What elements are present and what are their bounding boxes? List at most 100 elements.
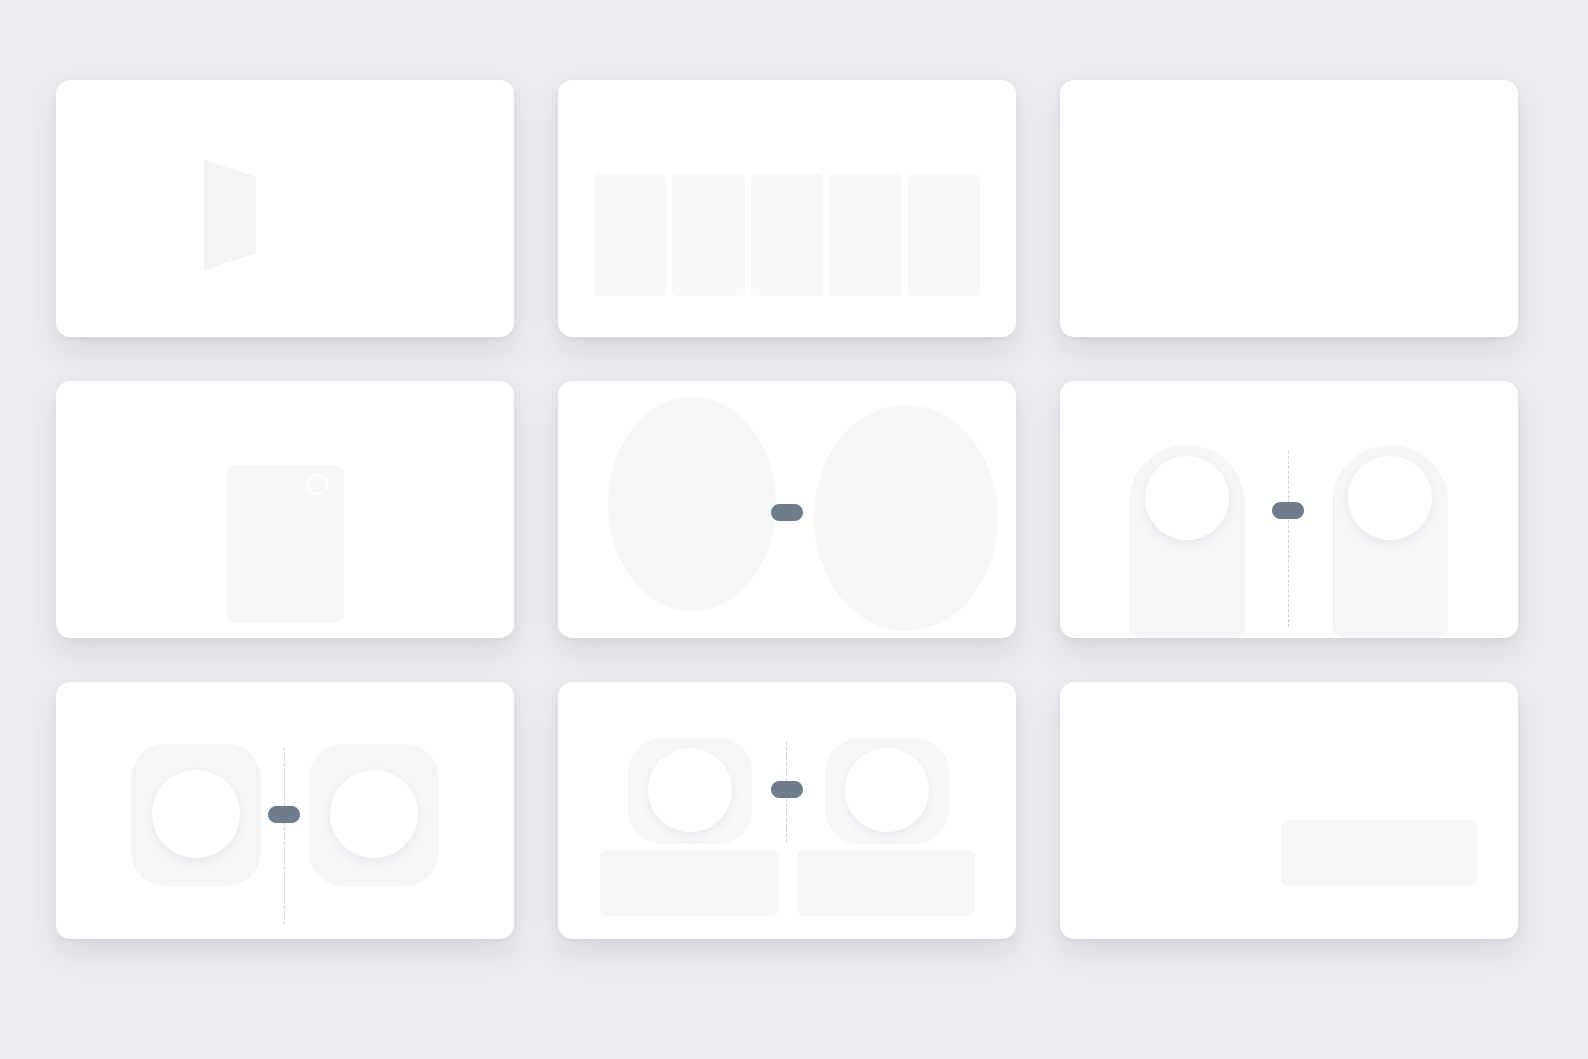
donut-center	[648, 748, 732, 832]
percent-pie-chart	[607, 187, 653, 233]
legend-dot	[100, 806, 104, 810]
arc-chart-item	[1174, 176, 1246, 245]
legend-dot	[100, 788, 104, 792]
legend-dot	[1378, 559, 1382, 563]
legend-dot	[1395, 559, 1399, 563]
percent-pie-chart	[764, 187, 810, 233]
legend-dot	[448, 797, 452, 801]
slide-7-donut-comparison	[56, 682, 514, 939]
number-badge	[173, 474, 194, 495]
stage-pill	[246, 225, 298, 242]
legend-item	[1395, 566, 1402, 570]
badged-pie-item	[360, 465, 478, 623]
info-card	[1281, 820, 1477, 886]
legend-item	[448, 788, 455, 792]
legend	[1378, 559, 1402, 570]
percent-arc-chart	[1420, 176, 1472, 228]
info-text	[610, 859, 702, 907]
slide-2-percent-pies	[558, 80, 1016, 337]
percent-card	[594, 174, 667, 296]
arc-chart-item	[1331, 176, 1403, 245]
percent-card	[672, 174, 745, 296]
slide-3-arc-charts	[1060, 80, 1518, 337]
legend-dot	[1378, 566, 1382, 570]
percent-card	[829, 174, 902, 296]
arc-chart-item	[1410, 176, 1482, 245]
dashed-divider	[284, 748, 285, 924]
donut-chart-2	[1348, 456, 1432, 540]
vs-badge	[1272, 502, 1304, 519]
legend-item	[1395, 559, 1402, 563]
legend-dot	[448, 815, 452, 819]
legend-item	[448, 797, 455, 801]
legend-item	[1378, 559, 1385, 563]
decorative-blob	[608, 397, 776, 611]
legend-dot	[448, 806, 452, 810]
comparison-right-text	[288, 890, 460, 893]
project-panel-2	[1332, 445, 1448, 638]
percent-pie-chart	[842, 187, 888, 233]
dashed-divider	[1288, 451, 1289, 627]
percent-pie-chart	[686, 187, 732, 233]
pie-wrap	[249, 474, 328, 551]
percent-arc-chart	[1263, 176, 1315, 228]
stage-list	[246, 162, 298, 263]
percent-card	[907, 174, 981, 296]
arc-chart-item	[1253, 176, 1325, 245]
donut-center	[152, 770, 240, 858]
legend-item	[448, 815, 455, 819]
pie-stage-connector	[204, 160, 256, 270]
legend	[448, 788, 455, 819]
legend-dot	[1395, 566, 1399, 570]
slide-1-pie-stages	[56, 80, 514, 337]
comparison-left-text	[110, 890, 282, 893]
donut-center	[330, 770, 418, 858]
number-badge	[441, 474, 462, 495]
donut-chart-1	[1145, 456, 1229, 540]
badged-pie-item-highlight	[226, 465, 344, 623]
donut-chart-2	[330, 770, 418, 858]
percent-card-row	[594, 174, 981, 296]
legend	[100, 788, 107, 819]
slide-9-pie-summary	[1060, 682, 1518, 939]
legend-dot	[1175, 566, 1179, 570]
stage-pill	[246, 246, 298, 263]
percent-card	[750, 174, 824, 296]
comparison-left	[594, 451, 784, 575]
right-pie-chart	[845, 451, 957, 563]
legend-item	[100, 797, 107, 801]
legend-item	[448, 806, 455, 810]
vs-badge	[771, 504, 803, 521]
comparison-right	[806, 451, 996, 575]
stage-pie-chart	[94, 142, 228, 276]
legend-dot	[100, 815, 104, 819]
left-pie-chart	[633, 451, 745, 563]
percent-pie-chart	[921, 187, 967, 233]
stage-pill	[246, 162, 298, 179]
info-text	[1291, 829, 1383, 877]
stage-pill	[246, 204, 298, 221]
donut-center	[1145, 456, 1229, 540]
slide-8-donut-bars	[558, 682, 1016, 939]
arc-chart-item	[1096, 176, 1168, 245]
slide-4-badged-pies	[56, 381, 514, 638]
vs-badge	[771, 781, 803, 798]
legend-dot	[100, 797, 104, 801]
stage-pill	[246, 183, 298, 200]
legend-dot	[1192, 559, 1196, 563]
legend-item	[1378, 566, 1385, 570]
percent-arc-chart	[1106, 176, 1158, 228]
donut-chart-1	[648, 748, 732, 832]
percent-arc-chart	[1185, 176, 1237, 228]
legend-item	[1175, 566, 1182, 570]
donut-center	[1348, 456, 1432, 540]
legend-dot	[1175, 559, 1179, 563]
slide-5-pie-comparison	[558, 381, 1016, 638]
info-text	[807, 859, 899, 907]
slide-6-donut-arches	[1060, 381, 1518, 638]
legend-dot	[1192, 566, 1196, 570]
arc-chart-row	[1096, 176, 1482, 245]
badged-pie-item	[92, 465, 210, 623]
legend-item	[1192, 566, 1199, 570]
